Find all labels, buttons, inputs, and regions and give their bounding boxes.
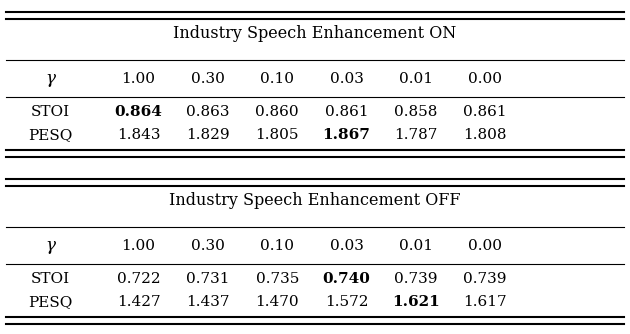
Text: PESQ: PESQ	[28, 128, 72, 142]
Text: 0.10: 0.10	[260, 71, 294, 86]
Text: 0.01: 0.01	[399, 238, 433, 253]
Text: 0.860: 0.860	[255, 105, 299, 119]
Text: 0.731: 0.731	[186, 272, 230, 286]
Text: 0.00: 0.00	[468, 71, 502, 86]
Text: 0.740: 0.740	[323, 272, 370, 286]
Text: 0.722: 0.722	[117, 272, 161, 286]
Text: 0.10: 0.10	[260, 238, 294, 253]
Text: 1.437: 1.437	[186, 295, 230, 309]
Text: 1.787: 1.787	[394, 128, 437, 142]
Text: 0.00: 0.00	[468, 238, 502, 253]
Text: Industry Speech Enhancement OFF: Industry Speech Enhancement OFF	[169, 192, 461, 209]
Text: 1.470: 1.470	[255, 295, 299, 309]
Text: 0.861: 0.861	[463, 105, 507, 119]
Text: γ: γ	[45, 70, 55, 87]
Text: 0.739: 0.739	[394, 272, 438, 286]
Text: 1.617: 1.617	[463, 295, 507, 309]
Text: 1.00: 1.00	[122, 71, 156, 86]
Text: γ: γ	[45, 237, 55, 254]
Text: PESQ: PESQ	[28, 295, 72, 309]
Text: 0.863: 0.863	[186, 105, 230, 119]
Text: 1.572: 1.572	[324, 295, 369, 309]
Text: 0.03: 0.03	[329, 238, 364, 253]
Text: STOI: STOI	[31, 272, 70, 286]
Text: 1.805: 1.805	[255, 128, 299, 142]
Text: 0.01: 0.01	[399, 71, 433, 86]
Text: 0.861: 0.861	[324, 105, 369, 119]
Text: 0.735: 0.735	[256, 272, 299, 286]
Text: 1.621: 1.621	[392, 295, 440, 309]
Text: 0.03: 0.03	[329, 71, 364, 86]
Text: STOI: STOI	[31, 105, 70, 119]
Text: 0.739: 0.739	[463, 272, 507, 286]
Text: Industry Speech Enhancement ON: Industry Speech Enhancement ON	[173, 25, 457, 42]
Text: 0.30: 0.30	[191, 71, 225, 86]
Text: 0.864: 0.864	[115, 105, 163, 119]
Text: 0.30: 0.30	[191, 238, 225, 253]
Text: 0.858: 0.858	[394, 105, 437, 119]
Text: 1.843: 1.843	[117, 128, 161, 142]
Text: 1.808: 1.808	[463, 128, 507, 142]
Text: 1.829: 1.829	[186, 128, 230, 142]
Text: 1.867: 1.867	[323, 128, 370, 142]
Text: 1.427: 1.427	[117, 295, 161, 309]
Text: 1.00: 1.00	[122, 238, 156, 253]
